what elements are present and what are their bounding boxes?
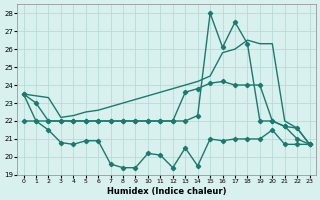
X-axis label: Humidex (Indice chaleur): Humidex (Indice chaleur) <box>107 187 226 196</box>
